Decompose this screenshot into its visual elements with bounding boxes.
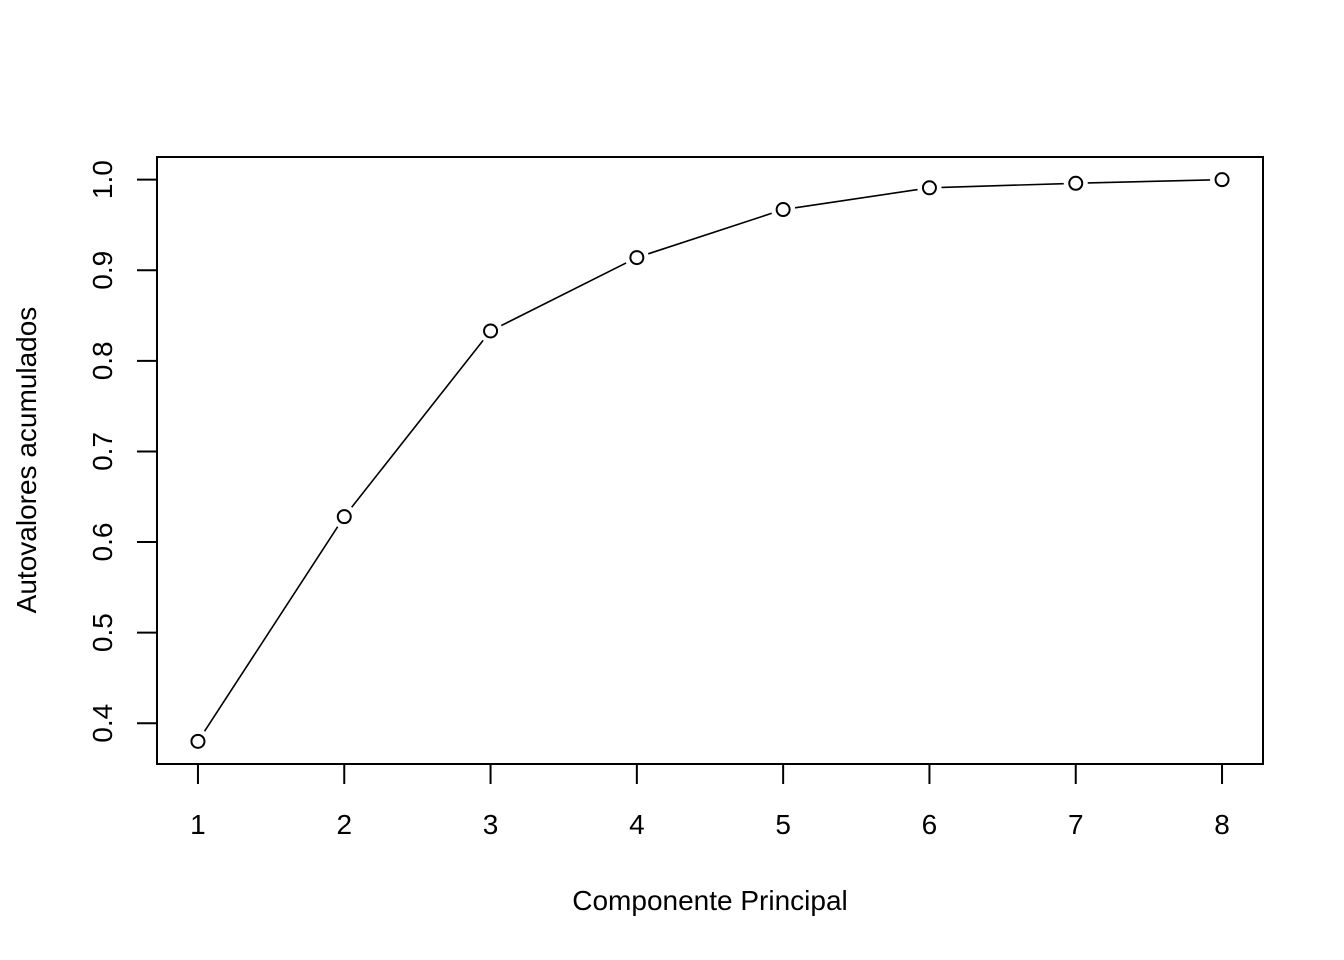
line-segment — [203, 526, 339, 732]
data-point — [1068, 175, 1084, 191]
x-tick-label: 2 — [336, 809, 352, 840]
data-point — [629, 250, 645, 266]
y-axis-title: Autovalores acumulados — [11, 307, 42, 614]
x-tick-label: 1 — [190, 809, 206, 840]
data-point — [775, 202, 791, 218]
plot-frame — [156, 156, 1264, 765]
y-tick-label: 0.6 — [87, 523, 118, 562]
line-segment — [351, 339, 484, 508]
x-tick-label: 5 — [775, 809, 791, 840]
series-line-group — [203, 179, 1211, 732]
y-tick-label: 0.8 — [87, 341, 118, 380]
y-tick-label: 1.0 — [87, 160, 118, 199]
x-tick-label: 7 — [1068, 809, 1084, 840]
line-segment — [941, 182, 1064, 189]
y-tick-label: 0.7 — [87, 432, 118, 471]
data-point — [190, 733, 206, 749]
data-point — [483, 323, 499, 339]
data-point — [336, 509, 352, 525]
y-tick-label: 0.4 — [87, 704, 118, 743]
x-tick-label: 8 — [1214, 809, 1230, 840]
data-point — [1214, 172, 1230, 188]
line-segment — [648, 212, 772, 255]
line-segment — [1087, 179, 1211, 184]
x-tick-label: 4 — [629, 809, 645, 840]
y-tick-label: 0.5 — [87, 613, 118, 652]
line-segment — [794, 188, 918, 209]
x-tick-label: 3 — [483, 809, 499, 840]
y-tick-label: 0.9 — [87, 251, 118, 290]
data-point — [921, 180, 937, 196]
x-axis-title: Componente Principal — [572, 885, 848, 916]
x-axis: 1 2 3 4 5 6 7 8 — [190, 763, 1230, 840]
y-axis: 0.4 0.5 0.6 0.7 0.8 0.9 1.0 — [87, 160, 158, 743]
x-tick-label: 6 — [922, 809, 938, 840]
data-points — [190, 172, 1230, 749]
line-segment — [500, 262, 627, 327]
